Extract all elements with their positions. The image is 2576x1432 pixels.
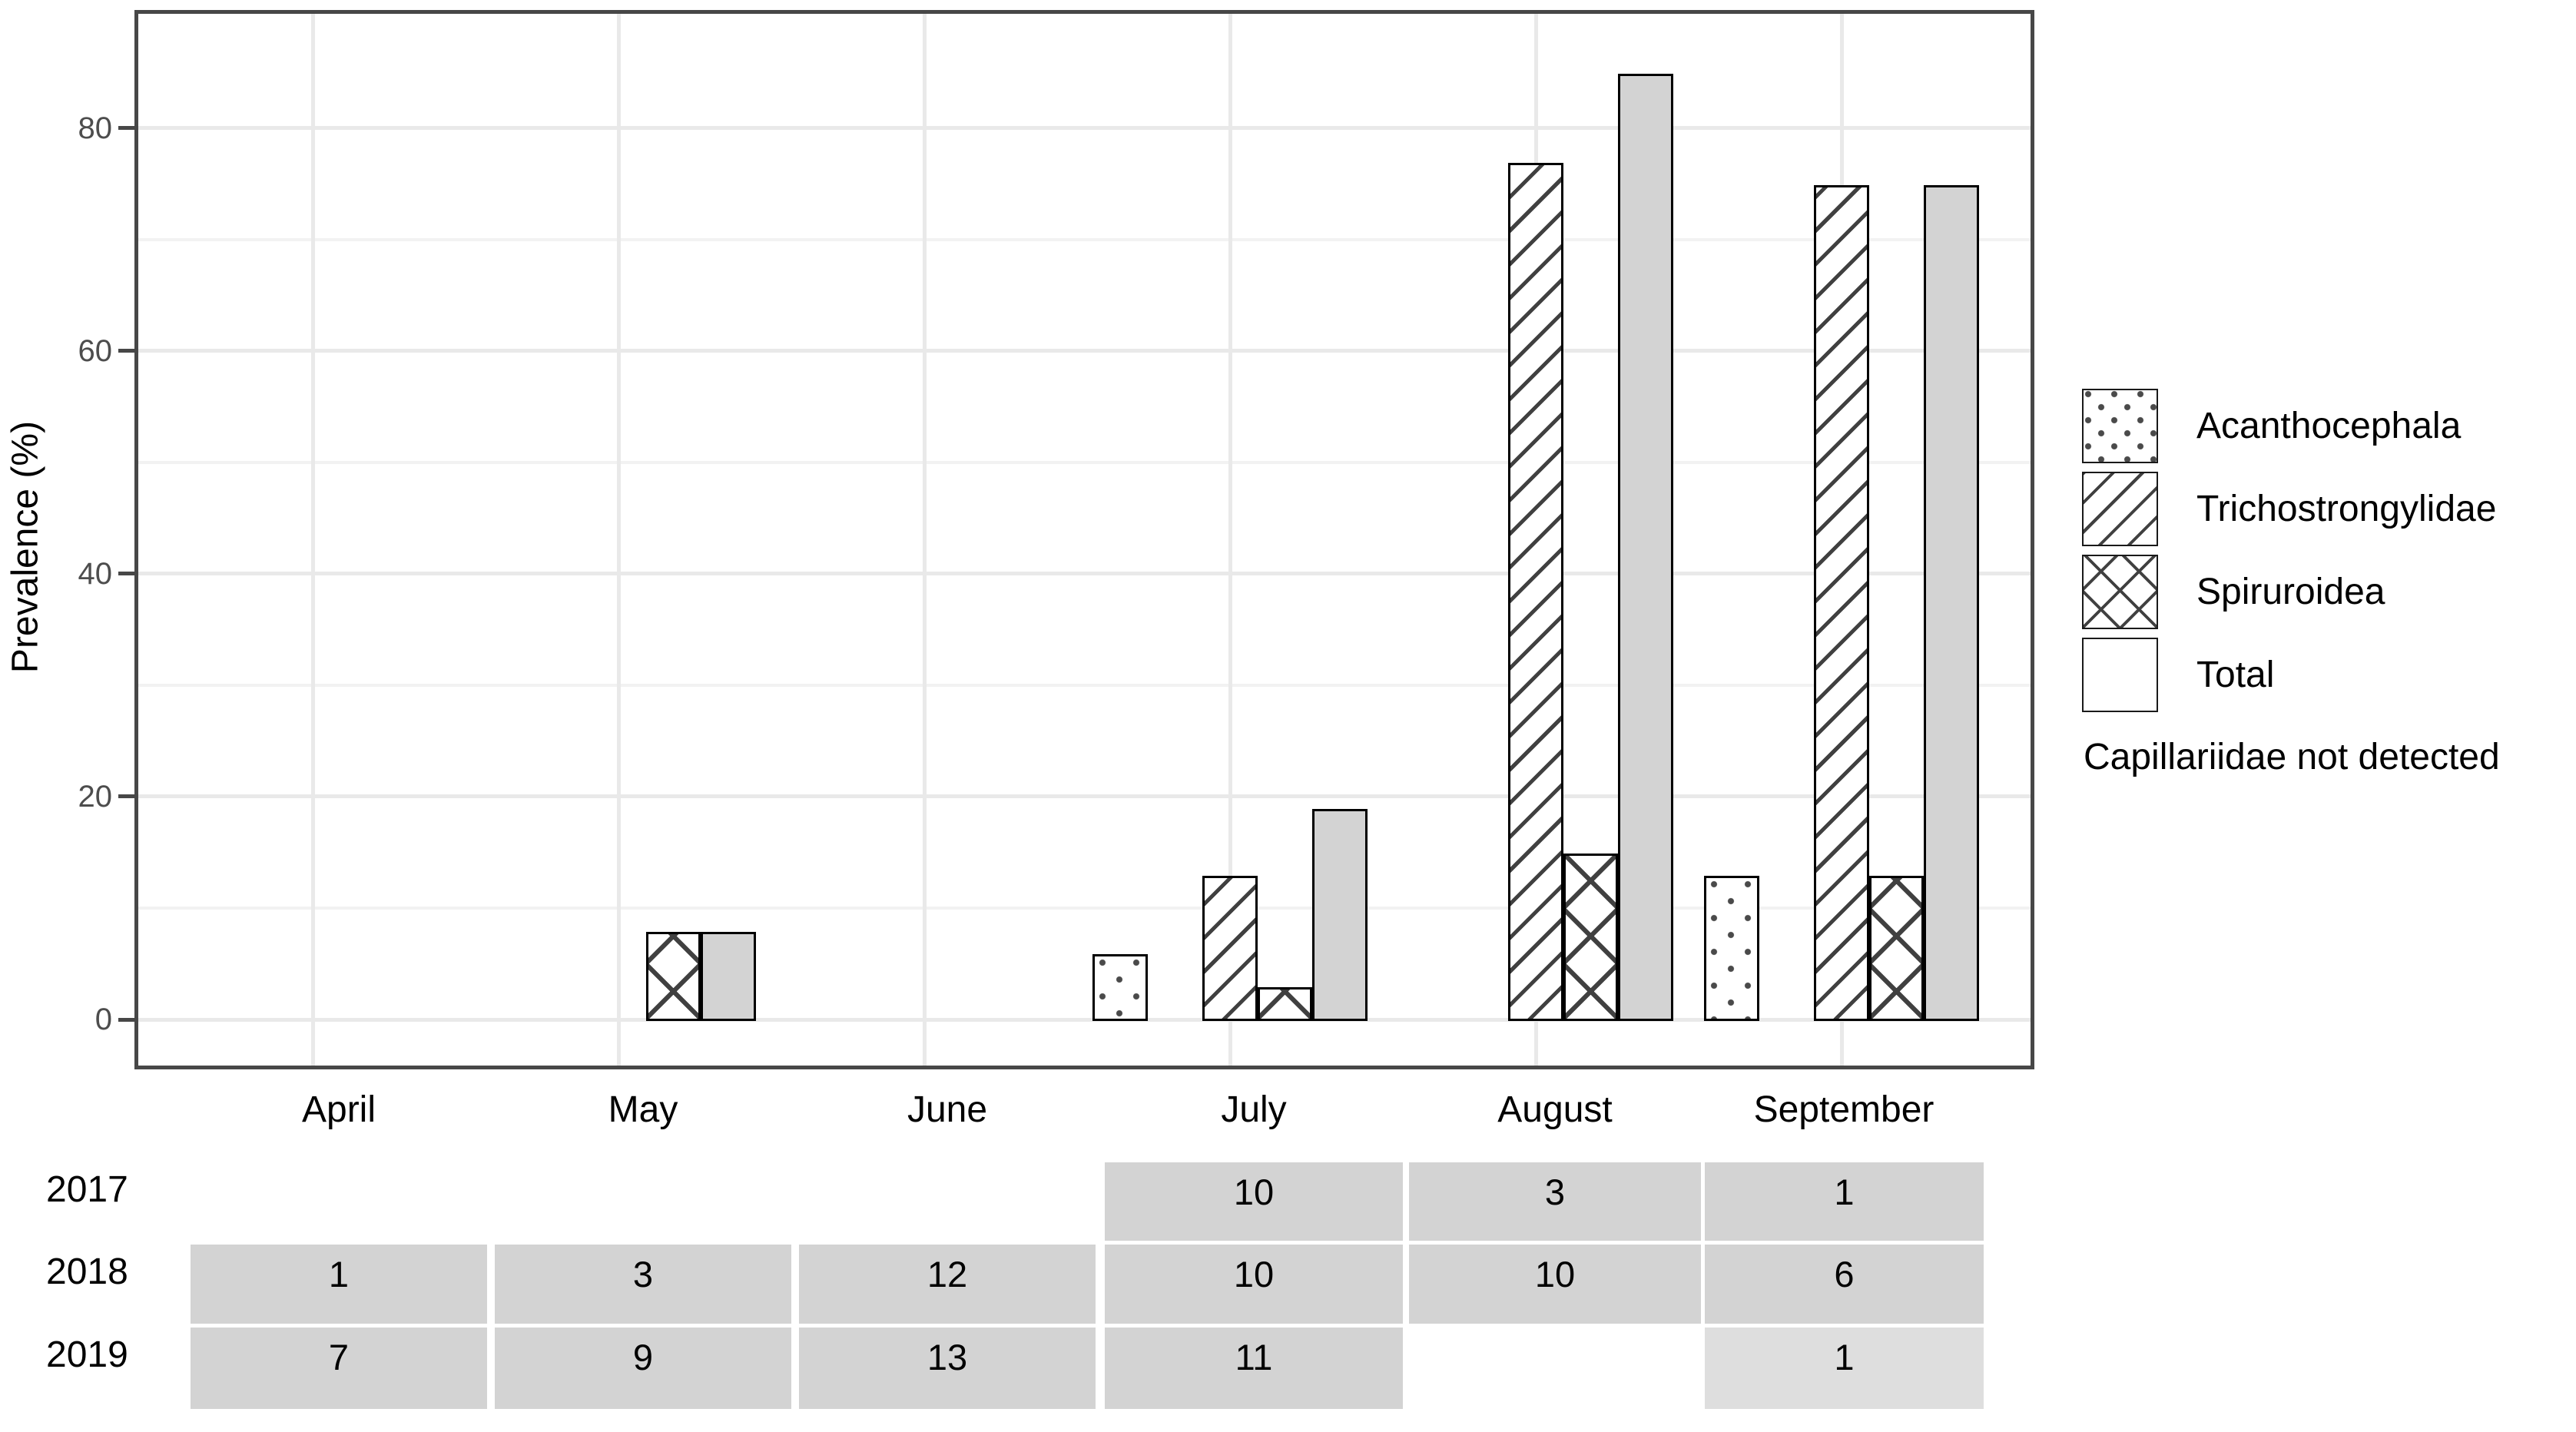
gridline-y-major [138,349,2031,353]
bar-august-spiruroidea [1563,854,1619,1021]
bar-july-acanthocephala [1092,953,1148,1021]
table-cell-value: 13 [927,1337,968,1377]
gridline-y-minor [138,906,2031,910]
table-cell-value: 1 [1834,1337,1855,1377]
table-cell-value: 3 [1544,1172,1566,1212]
x-axis-label-september: September [1753,1089,1934,1130]
legend-swatch-spiruroidea [2082,555,2158,629]
y-tick-label: 40 [78,556,113,591]
bar-september-spiruroidea [1868,876,1925,1021]
gridline-x-major [310,14,315,1066]
table-cell-value: 10 [1233,1254,1275,1294]
table-cell-value: 10 [1233,1172,1275,1212]
legend-swatch-total [2082,638,2158,712]
bar-july-spiruroidea [1257,987,1313,1021]
y-tick-mark [118,126,134,131]
table-cell-value: 3 [632,1254,654,1294]
bar-july-total [1312,809,1368,1021]
x-axis-label-august: August [1497,1089,1613,1130]
y-tick-label: 20 [78,779,113,814]
x-axis-label-june: June [907,1089,988,1130]
table-cell: 11 [1105,1328,1403,1409]
table-cell: 10 [1409,1245,1701,1324]
x-axis-label-july: July [1221,1089,1287,1130]
bar-august-trichostrongylidae [1508,163,1563,1021]
bar-september-total [1924,185,1979,1021]
gridline-x-major [616,14,621,1066]
table-cell-value: 11 [1235,1337,1273,1377]
x-axis-label-may: May [608,1089,678,1130]
legend-label-spiruroidea: Spiruroidea [2196,571,2385,612]
gridline-x-major [922,14,927,1066]
gridline-y-major [138,126,2031,131]
bar-may-total [701,931,756,1021]
bar-september-trichostrongylidae [1814,185,1869,1021]
legend-label-total: Total [2196,654,2275,695]
y-tick-label: 0 [94,1003,112,1036]
gridline-y-major [138,794,2031,799]
table-cell-value: 10 [1534,1254,1576,1294]
y-tick-mark [118,1017,134,1022]
table-year-label: 2018 [46,1251,128,1292]
y-tick-label: 60 [78,333,113,368]
table-cell-value: 12 [927,1254,968,1294]
table-cell-value: 1 [328,1254,350,1294]
y-tick-label: 80 [78,111,113,145]
table-cell: 10 [1105,1245,1403,1324]
table-cell: 6 [1705,1245,1984,1324]
table-year-label: 2019 [46,1334,128,1375]
table-cell: 9 [495,1328,791,1409]
table-cell: 12 [799,1245,1096,1324]
bar-july-trichostrongylidae [1202,876,1258,1021]
legend-swatch-trichostrongylidae [2082,472,2158,546]
bar-september-acanthocephala [1704,876,1759,1021]
bar-august-total [1618,74,1673,1021]
table-cell: 1 [1705,1162,1984,1241]
legend-note: Capillariidae not detected [2084,737,2500,777]
table-cell-value: 7 [328,1337,350,1377]
y-axis-title: Prevalence (%) [5,420,46,674]
table-cell: 7 [191,1328,487,1409]
table-cell: 1 [191,1245,487,1324]
legend-swatch-acanthocephala [2082,389,2158,463]
table-cell: 13 [799,1328,1096,1409]
legend-label-acanthocephala: Acanthocephala [2196,405,2462,446]
table-year-label: 2017 [46,1169,128,1210]
table-cell: 3 [495,1245,791,1324]
gridline-y-minor [138,683,2031,687]
table-cell-value: 1 [1834,1172,1855,1212]
table-cell-value: 9 [632,1337,654,1377]
x-axis-label-april: April [301,1089,376,1130]
table-cell: 1 [1705,1328,1984,1409]
gridline-y-minor [138,460,2031,464]
table-cell: 3 [1409,1162,1701,1241]
y-tick-mark [118,794,134,799]
y-tick-mark [118,349,134,353]
gridline-x-major [1228,14,1232,1066]
bar-may-spiruroidea [645,931,701,1021]
gridline-y-major [138,572,2031,576]
gridline-y-major [138,1017,2031,1022]
table-cell: 10 [1105,1162,1403,1241]
legend-label-trichostrongylidae: Trichostrongylidae [2196,488,2497,529]
table-cell-value: 6 [1834,1254,1855,1294]
gridline-y-minor [138,237,2031,241]
y-tick-mark [118,572,134,576]
